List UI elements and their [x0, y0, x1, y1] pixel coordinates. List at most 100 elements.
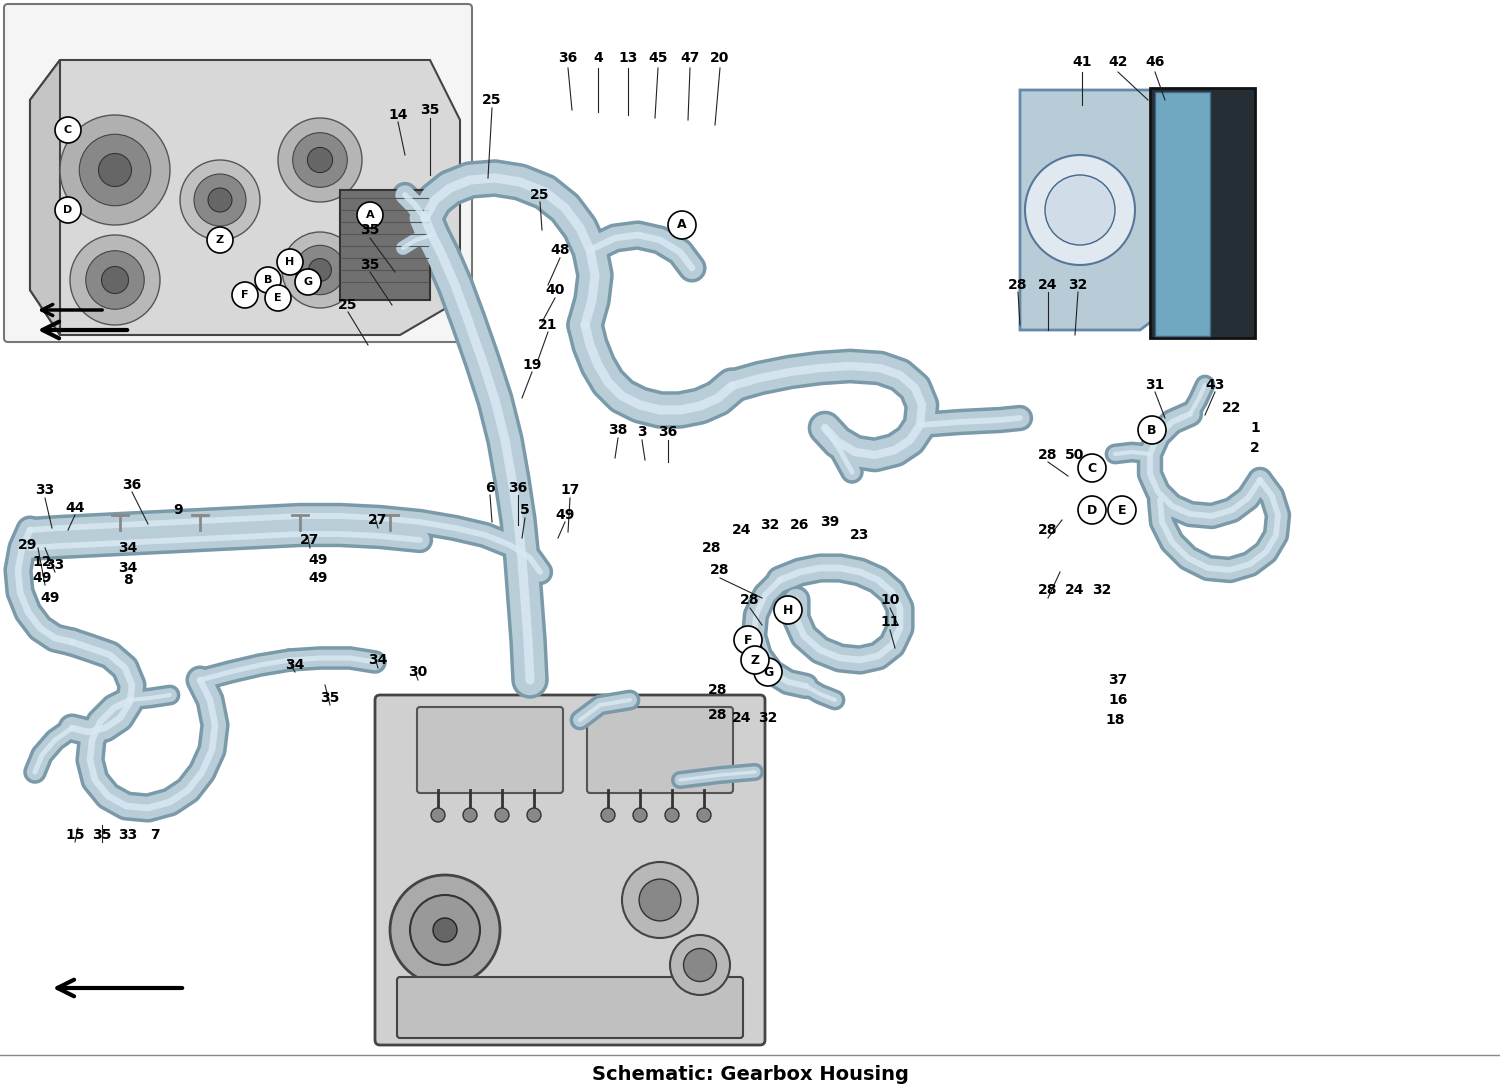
- Text: D: D: [1088, 503, 1096, 516]
- Text: 48: 48: [550, 243, 570, 257]
- Text: 34: 34: [369, 653, 387, 666]
- Text: 49: 49: [33, 571, 51, 585]
- Text: 45: 45: [648, 51, 668, 65]
- Text: 28: 28: [1038, 448, 1058, 462]
- Text: 3: 3: [638, 425, 646, 439]
- Text: 35: 35: [360, 258, 380, 272]
- Circle shape: [774, 596, 802, 624]
- Text: 11: 11: [880, 615, 900, 629]
- Text: H: H: [783, 603, 794, 616]
- Text: 34: 34: [118, 541, 138, 555]
- Circle shape: [80, 134, 150, 206]
- Text: 31: 31: [1146, 378, 1164, 392]
- Text: 32: 32: [1068, 278, 1088, 292]
- Text: 36: 36: [558, 51, 578, 65]
- Text: 28: 28: [741, 594, 759, 607]
- Text: E: E: [1118, 503, 1126, 516]
- Text: F: F: [744, 634, 752, 647]
- Circle shape: [684, 949, 717, 981]
- Circle shape: [430, 808, 445, 822]
- Circle shape: [309, 258, 332, 281]
- Text: H: H: [285, 257, 294, 267]
- Text: B: B: [264, 276, 272, 285]
- Text: Schematic: Gearbox Housing: Schematic: Gearbox Housing: [591, 1065, 909, 1085]
- Text: 50: 50: [1065, 448, 1084, 462]
- Text: 4: 4: [592, 51, 603, 65]
- Text: 44: 44: [66, 501, 84, 515]
- Circle shape: [278, 249, 303, 276]
- Circle shape: [410, 895, 480, 965]
- Text: 2: 2: [1250, 441, 1260, 455]
- Circle shape: [633, 808, 646, 822]
- Circle shape: [754, 658, 782, 686]
- Text: 42: 42: [1108, 56, 1128, 69]
- Circle shape: [1046, 175, 1114, 245]
- Text: 17: 17: [561, 484, 579, 497]
- Text: 32: 32: [760, 518, 780, 533]
- Circle shape: [232, 282, 258, 308]
- Text: 28: 28: [708, 708, 728, 722]
- Circle shape: [194, 174, 246, 227]
- FancyBboxPatch shape: [417, 707, 562, 793]
- Text: 28: 28: [708, 683, 728, 697]
- Text: 29: 29: [18, 538, 38, 552]
- Text: 7: 7: [150, 828, 160, 842]
- Text: 35: 35: [93, 828, 111, 842]
- Circle shape: [602, 808, 615, 822]
- FancyBboxPatch shape: [1150, 88, 1256, 338]
- Text: 32: 32: [1092, 583, 1112, 597]
- Circle shape: [308, 147, 333, 172]
- Text: 13: 13: [618, 51, 638, 65]
- Circle shape: [734, 626, 762, 654]
- Circle shape: [282, 232, 358, 308]
- Text: 19: 19: [522, 358, 542, 372]
- Text: 27: 27: [300, 533, 320, 547]
- Text: Z: Z: [750, 653, 759, 666]
- Circle shape: [433, 918, 457, 942]
- Text: 37: 37: [1108, 673, 1128, 687]
- Circle shape: [668, 211, 696, 238]
- Circle shape: [278, 118, 362, 201]
- Polygon shape: [1020, 90, 1180, 330]
- Text: 36: 36: [123, 478, 141, 492]
- Text: 47: 47: [681, 51, 699, 65]
- Text: 28: 28: [702, 541, 721, 555]
- Text: Z: Z: [216, 235, 223, 245]
- Text: 24: 24: [1065, 583, 1084, 597]
- Text: 20: 20: [711, 51, 729, 65]
- Text: 28: 28: [1038, 523, 1058, 537]
- Circle shape: [464, 808, 477, 822]
- Text: 35: 35: [321, 692, 339, 705]
- Circle shape: [70, 235, 160, 325]
- Circle shape: [207, 227, 232, 253]
- Circle shape: [56, 117, 81, 143]
- Text: 1: 1: [1250, 421, 1260, 435]
- Circle shape: [1138, 416, 1166, 444]
- Polygon shape: [30, 60, 460, 335]
- Text: 27: 27: [369, 513, 387, 527]
- Circle shape: [1108, 495, 1136, 524]
- Text: 10: 10: [880, 594, 900, 607]
- Circle shape: [1078, 495, 1106, 524]
- Text: 16: 16: [1108, 693, 1128, 707]
- Circle shape: [390, 874, 500, 984]
- Circle shape: [266, 285, 291, 311]
- Circle shape: [741, 646, 770, 674]
- Text: 25: 25: [531, 188, 549, 201]
- FancyBboxPatch shape: [1155, 91, 1210, 337]
- Text: 34: 34: [285, 658, 304, 672]
- Circle shape: [209, 188, 232, 212]
- Text: 50: 50: [746, 643, 765, 657]
- FancyBboxPatch shape: [4, 4, 472, 342]
- Text: 43: 43: [1206, 378, 1224, 392]
- Circle shape: [86, 250, 144, 309]
- Text: 24: 24: [732, 711, 752, 725]
- Circle shape: [664, 808, 680, 822]
- Circle shape: [296, 245, 345, 295]
- Text: G: G: [764, 665, 772, 678]
- Text: 49: 49: [40, 591, 60, 605]
- Circle shape: [99, 154, 132, 186]
- Text: G: G: [303, 277, 312, 287]
- Text: 8: 8: [123, 573, 134, 587]
- Circle shape: [1078, 454, 1106, 482]
